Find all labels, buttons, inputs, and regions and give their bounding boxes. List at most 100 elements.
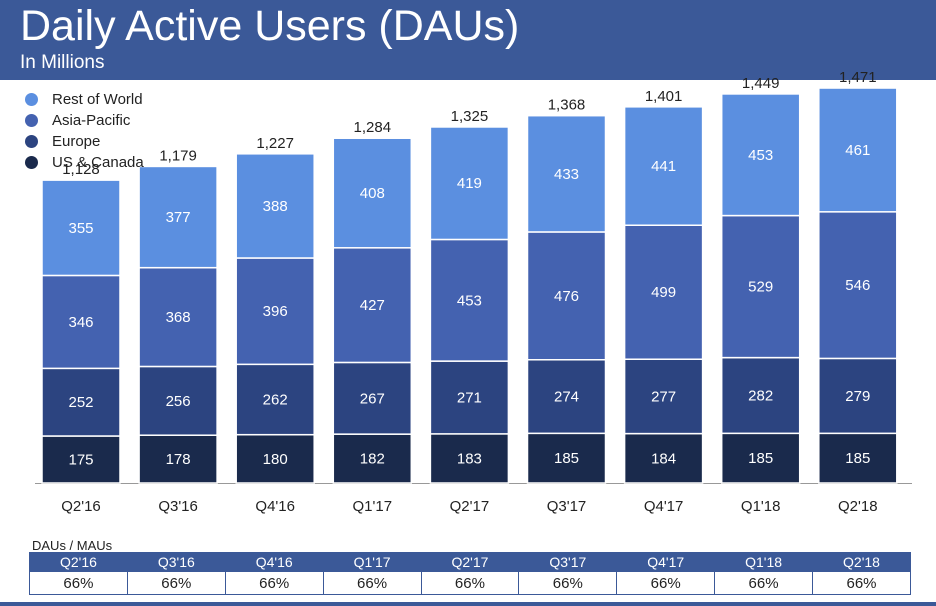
legend-label-rest-of-world: Rest of World [52,91,143,108]
bar-segment-rest-of-world-q4-16 [235,153,315,259]
bar-segment-rest-of-world-q4-17 [623,106,704,226]
page-subtitle: In Millions [20,52,105,73]
bar-segment-rest-of-world-q1-18 [720,93,801,217]
ratio-value-cell: 66% [616,571,716,595]
x-tick-label-q4-16: Q4'16 [255,498,295,515]
data-label-asia-pacific-q1-18: 529 [748,279,773,296]
legend-swatch-us-canada [25,156,38,169]
legend-item-asia-pacific: Asia-Pacific [25,110,144,131]
x-tick-label-q1-17: Q1'17 [353,498,393,515]
legend-label-us-canada: US & Canada [52,154,144,171]
legend-label-europe: Europe [52,133,101,150]
data-label-europe-q2-18: 279 [845,388,870,405]
data-label-asia-pacific-q2-18: 546 [845,277,870,294]
bar-segment-europe-q2-17 [429,360,510,435]
data-label-us-canada-q3-16: 178 [166,451,191,468]
bar-segment-europe-q3-17 [526,359,607,435]
bar-segment-us-canada-q1-18 [720,432,801,484]
ratio-header-cell: Q2'16 [29,552,128,572]
bar-segment-europe-q1-17 [332,361,413,435]
bar-segment-europe-q3-16 [138,365,218,436]
data-label-europe-q3-16: 256 [166,393,191,410]
data-label-rest-of-world-q2-18: 461 [845,142,870,159]
chart-legend: Rest of World Asia-Pacific Europe US & Cana… [25,89,144,173]
data-label-us-canada-q2-17: 183 [457,450,482,467]
bar-segment-rest-of-world-q2-17 [429,126,510,241]
ratio-value-cell: 66% [126,571,226,595]
data-label-europe-q4-17: 277 [651,388,676,405]
data-label-rest-of-world-q3-17: 433 [554,166,579,183]
ratio-value-cell: 66% [29,571,128,595]
bar-segment-us-canada-q3-16 [138,434,218,484]
data-label-us-canada-q3-17: 185 [554,450,579,467]
total-label-q3-16: 1,179 [159,147,197,164]
bar-segment-asia-pacific-q4-17 [623,224,704,360]
x-tick-label-q2-17: Q2'17 [450,498,490,515]
ratio-value-cell: 66% [224,571,324,595]
data-label-europe-q1-17: 267 [360,390,385,407]
legend-swatch-asia-pacific [25,114,38,127]
data-label-rest-of-world-q4-16: 388 [263,198,288,215]
total-label-q1-18: 1,449 [742,75,780,92]
data-label-rest-of-world-q2-17: 419 [457,175,482,192]
data-label-rest-of-world-q2-16: 355 [68,220,93,237]
ratio-value-cell: 66% [518,571,618,595]
data-label-asia-pacific-q1-17: 427 [360,297,385,314]
x-tick-label-q3-17: Q3'17 [547,498,587,515]
x-tick-label-q3-16: Q3'16 [158,498,198,515]
data-label-us-canada-q4-17: 184 [651,450,676,467]
bar-segment-asia-pacific-q2-16 [41,274,121,370]
bar-segment-us-canada-q4-16 [235,433,315,484]
ratio-header-cell: Q1'17 [322,552,422,572]
legend-item-europe: Europe [25,131,144,152]
data-label-rest-of-world-q1-17: 408 [360,185,385,202]
data-label-us-canada-q1-17: 182 [360,451,385,468]
ratio-header-cell: Q3'17 [518,552,618,572]
data-label-europe-q2-17: 271 [457,389,482,406]
bar-segment-rest-of-world-q2-16 [41,179,121,277]
ratio-header-cell: Q4'17 [616,552,716,572]
bar-segment-europe-q2-18 [818,357,898,435]
bar-segment-asia-pacific-q3-16 [138,266,218,368]
bar-segment-us-canada-q1-17 [332,433,413,484]
total-label-q2-18: 1,471 [839,69,877,86]
legend-item-us-canada: US & Canada [25,152,144,173]
ratio-header-cell: Q2'18 [812,552,911,572]
total-label-q4-17: 1,401 [645,88,683,105]
ratio-header-cell: Q3'16 [126,552,226,572]
ratio-value-cell: 66% [322,571,422,595]
total-label-q2-16: 1,128 [62,161,100,178]
ratio-table-label: DAUs / MAUs [32,538,113,553]
total-label-q2-17: 1,325 [451,108,489,125]
ratio-table-value-row: 66% 66% 66% 66% 66% 66% 66% 66% 66% [29,571,911,595]
data-label-asia-pacific-q2-17: 453 [457,292,482,309]
data-label-asia-pacific-q3-16: 368 [166,309,191,326]
x-tick-label-q2-18: Q2'18 [838,498,878,515]
bar-segment-europe-q2-16 [41,367,121,437]
data-label-us-canada-q1-18: 185 [748,450,773,467]
bar-segment-asia-pacific-q2-17 [429,238,510,362]
total-label-q4-16: 1,227 [256,135,294,152]
data-label-us-canada-q2-18: 185 [845,450,870,467]
legend-item-rest-of-world: Rest of World [25,89,144,110]
header-bar: Daily Active Users (DAUs) In Millions [0,0,936,80]
x-tick-label-q4-17: Q4'17 [644,498,684,515]
data-label-rest-of-world-q4-17: 441 [651,158,676,175]
data-label-asia-pacific-q4-16: 396 [263,303,288,320]
dau-mau-ratio-table: Q2'16 Q3'16 Q4'16 Q1'17 Q2'17 Q3'17 Q4'17 Q1'18… [29,552,911,595]
bar-segment-asia-pacific-q1-18 [720,214,801,359]
bar-segment-us-canada-q2-18 [818,432,898,484]
ratio-value-cell: 66% [420,571,520,595]
ratio-header-cell: Q2'17 [420,552,520,572]
bar-segment-europe-q4-16 [235,363,315,436]
data-label-europe-q3-17: 274 [554,389,579,406]
bar-segment-asia-pacific-q1-17 [332,247,413,364]
legend-swatch-rest-of-world [25,93,38,106]
ratio-value-cell: 66% [714,571,813,595]
data-label-asia-pacific-q4-17: 499 [651,284,676,301]
data-label-europe-q1-18: 282 [748,387,773,404]
page-title: Daily Active Users (DAUs) [20,2,520,50]
bar-segment-rest-of-world-q1-17 [332,137,413,249]
bar-segment-rest-of-world-q3-16 [138,165,218,269]
x-tick-label-q2-16: Q2'16 [61,498,101,515]
